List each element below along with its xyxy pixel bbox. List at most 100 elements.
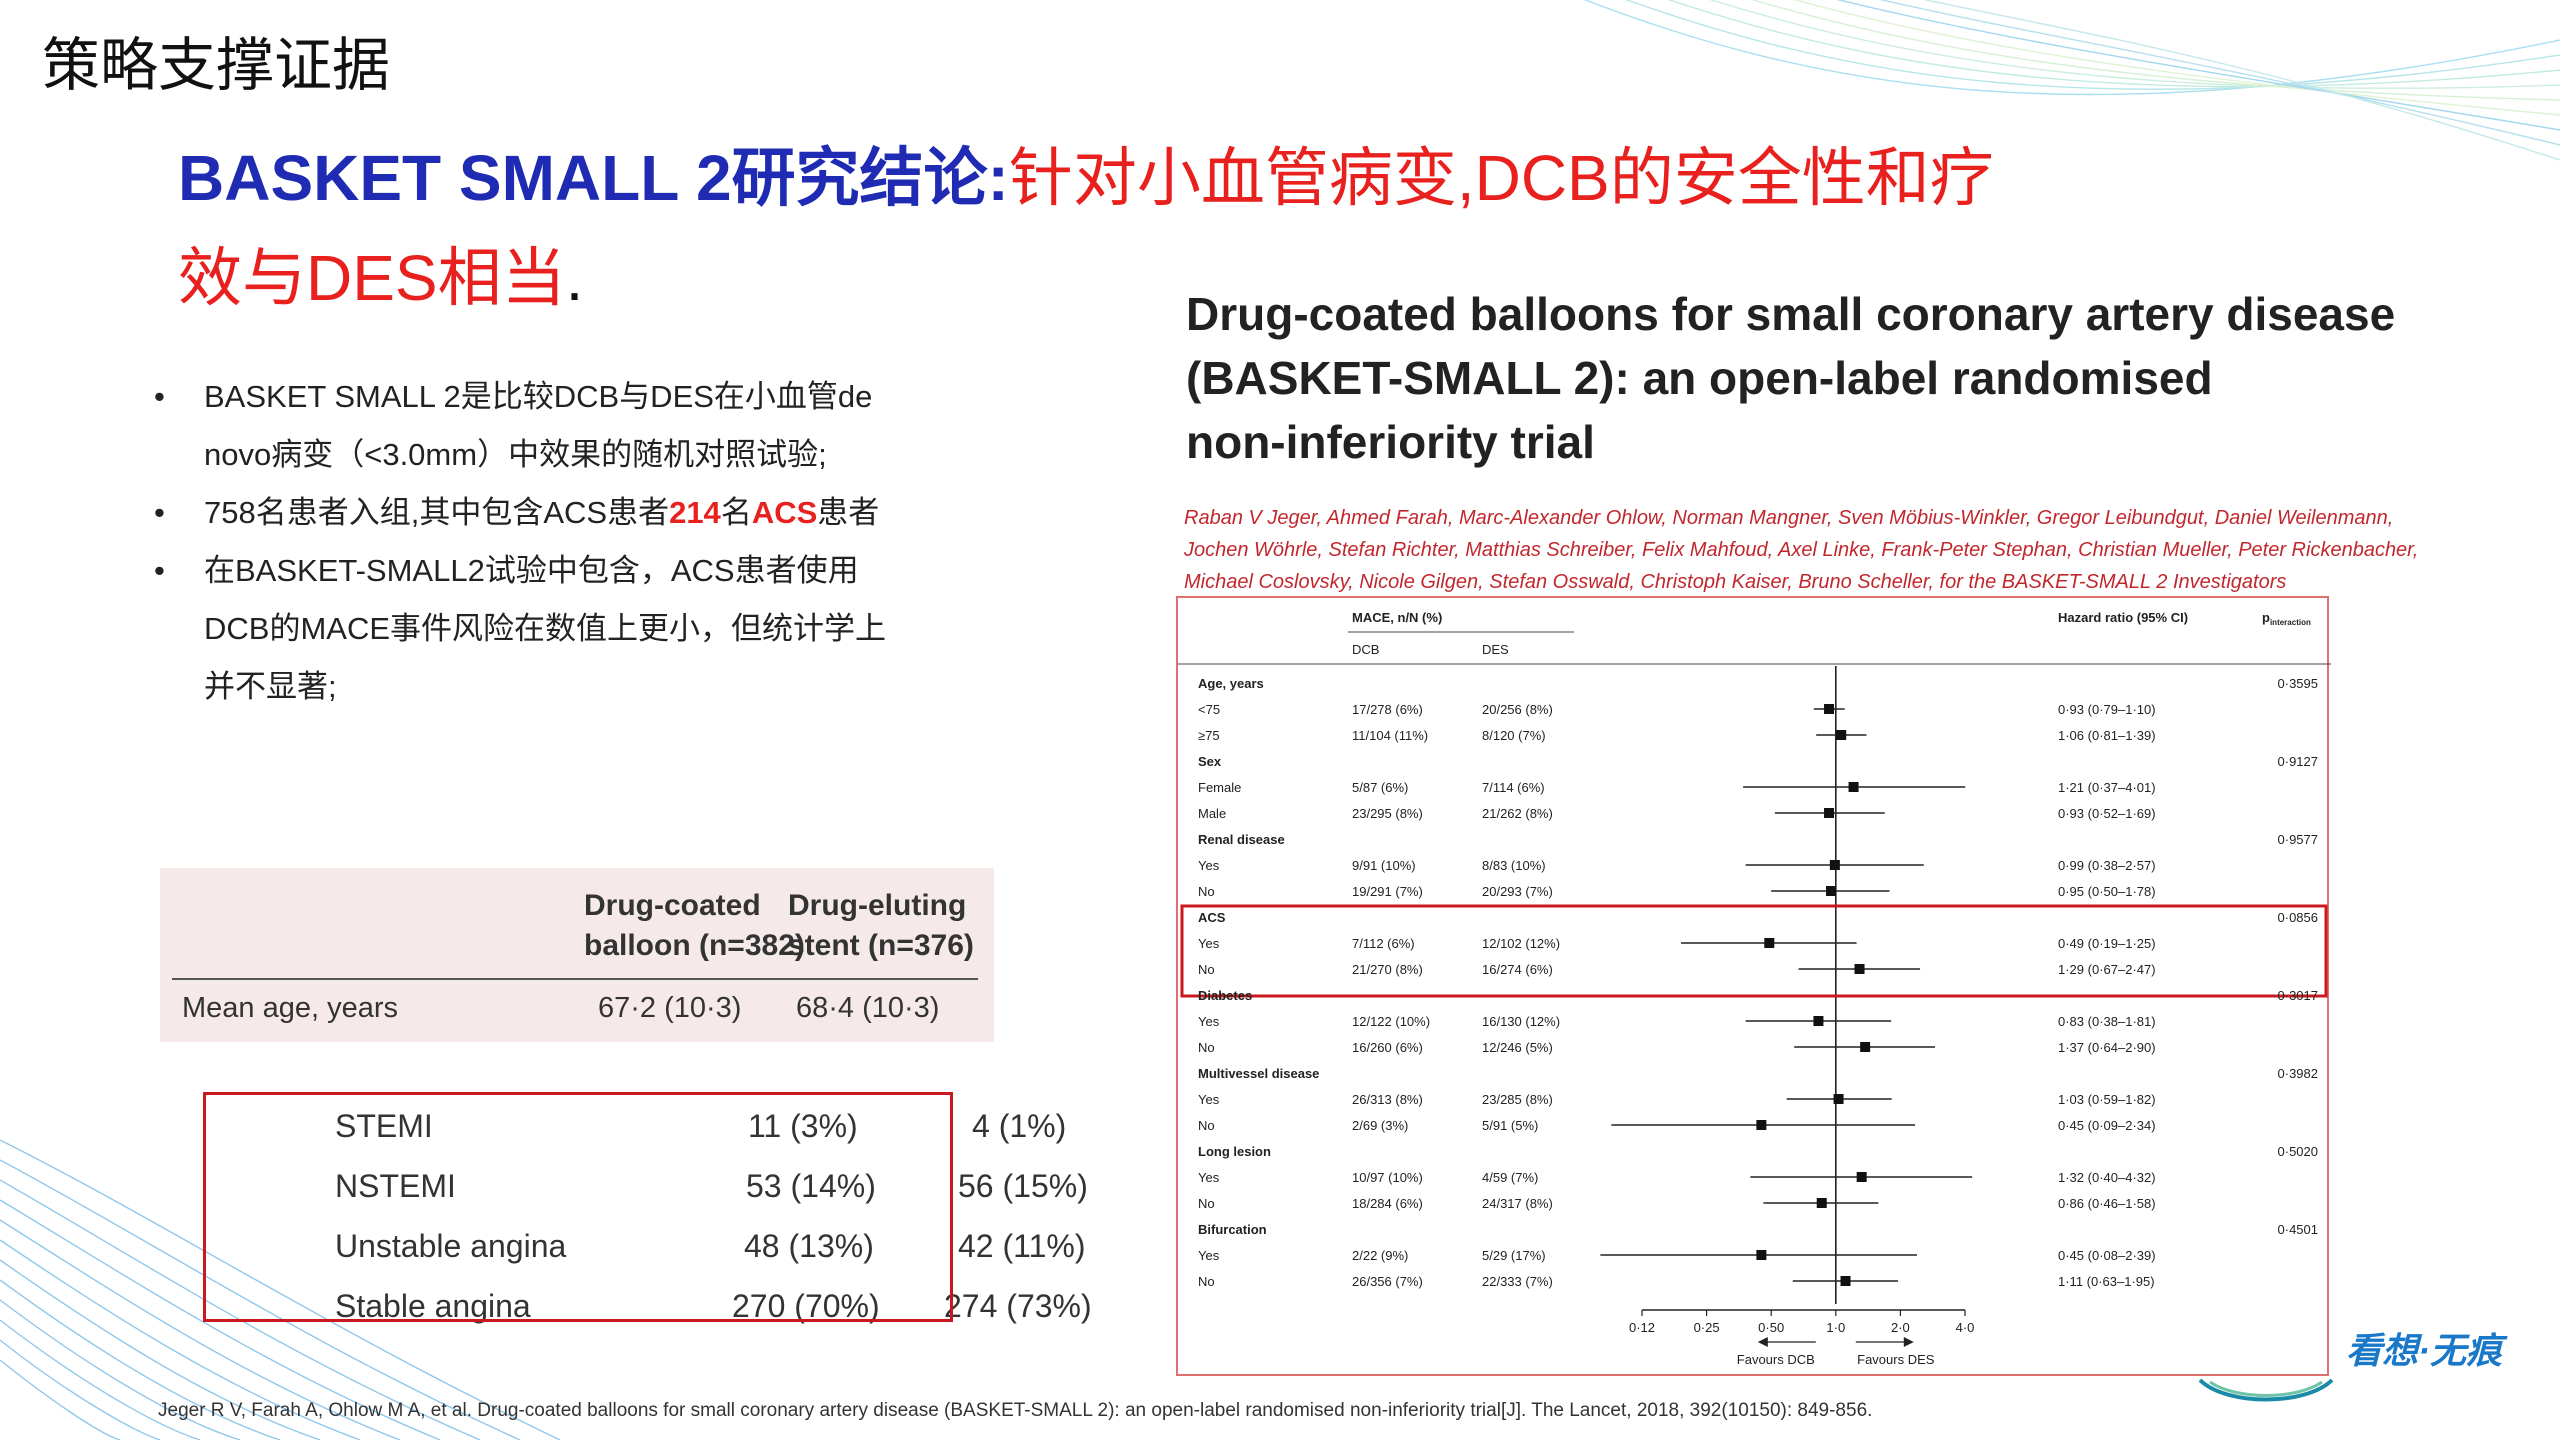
row-label: No: [1198, 962, 1215, 977]
row-label: Yes: [1198, 1170, 1220, 1185]
row-label: No: [1198, 1040, 1215, 1055]
row-label: ≥75: [1198, 728, 1220, 743]
group-label: Long lesion: [1198, 1144, 1271, 1159]
group-label: Multivessel disease: [1198, 1066, 1319, 1081]
hr-point: [1816, 1198, 1827, 1208]
hr-point: [1756, 1250, 1767, 1260]
acs-row-des: 56 (15%): [958, 1168, 1088, 1204]
des-value: 5/91 (5%): [1482, 1118, 1538, 1133]
table-rule: [172, 978, 978, 980]
hr-point: [1856, 1172, 1867, 1182]
des-value: 22/333 (7%): [1482, 1274, 1553, 1289]
acs-row-label: Unstable angina: [335, 1228, 567, 1264]
dcb-value: 7/112 (6%): [1352, 936, 1415, 951]
headline-period: .: [565, 242, 584, 314]
hr-text: 1·06 (0·81–1·39): [2058, 728, 2156, 743]
dcb-value: 26/313 (8%): [1352, 1092, 1423, 1107]
group-label: Renal disease: [1198, 832, 1285, 847]
headline: BASKET SMALL 2研究结论:针对小血管病变,DCB的安全性和疗 效与DE…: [178, 128, 2008, 328]
acs-row-dcb: 48 (13%): [744, 1228, 874, 1264]
acs-row-label: STEMI: [335, 1108, 433, 1144]
dcb-value: 2/69 (3%): [1352, 1118, 1408, 1133]
acs-row-des: 42 (11%): [958, 1228, 1086, 1264]
header-dcb: DCB: [1352, 642, 1379, 657]
hr-point: [1829, 860, 1840, 870]
decorative-wave-bottom: [0, 1139, 560, 1440]
hr-point: [1854, 964, 1865, 974]
bullet-highlight-number: 214: [669, 495, 721, 530]
acs-row-des: 4 (1%): [972, 1108, 1067, 1144]
headline-conclusion-part2: 效与DES相当: [178, 242, 566, 314]
x-tick-label: 4·0: [1956, 1320, 1975, 1335]
dcb-value: 26/356 (7%): [1352, 1274, 1423, 1289]
p-value: 0·3982: [2278, 1066, 2318, 1081]
row-label: No: [1198, 1274, 1215, 1289]
favours-right-arrowhead: [1903, 1337, 1914, 1347]
x-tick-label: 2·0: [1891, 1320, 1910, 1335]
group-label: Sex: [1198, 754, 1222, 769]
row-label: Yes: [1198, 1014, 1220, 1029]
bullet-item: 758名患者入组,其中包含ACS患者214名ACS患者: [150, 484, 890, 542]
hr-point: [1833, 1094, 1844, 1104]
hr-text: 0·45 (0·09–2·34): [2058, 1118, 2156, 1133]
header-des: DES: [1482, 642, 1509, 657]
paper-title-line: (BASKET-SMALL 2): an open-label randomis…: [1186, 352, 2213, 404]
des-value: 12/246 (5%): [1482, 1040, 1553, 1055]
row-label: No: [1198, 1196, 1215, 1211]
p-value: 0·5020: [2278, 1144, 2318, 1159]
row-label: No: [1198, 1118, 1215, 1133]
dcb-value: 5/87 (6%): [1352, 780, 1408, 795]
des-value: 23/285 (8%): [1482, 1092, 1553, 1107]
header-line: Drug-coated: [584, 889, 761, 922]
acs-subgroup-highlight: [1180, 904, 2328, 998]
hr-point: [1824, 704, 1835, 714]
hr-text: 1·11 (0·63–1·95): [2058, 1274, 2155, 1289]
header-line: balloon (n=382): [584, 929, 805, 962]
des-value: 7/114 (6%): [1482, 780, 1545, 795]
bullet-text: 758名患者入组,其中包含ACS患者: [204, 495, 670, 530]
forest-plot: MACE, n/N (%) DCB DES Hazard ratio (95% CI)…: [1176, 596, 2331, 1376]
headline-study-name: BASKET SMALL 2研究结论:: [178, 142, 1009, 214]
bullet-item: BASKET SMALL 2是比较DCB与DES在小血管de novo病变（<3…: [150, 368, 890, 484]
bullet-list: BASKET SMALL 2是比较DCB与DES在小血管de novo病变（<3…: [150, 368, 890, 716]
hr-point: [1826, 886, 1837, 896]
acs-row-des: 274 (73%): [944, 1288, 1092, 1324]
paper-title-line: non-inferiority trial: [1186, 416, 1595, 468]
p-value: 0·4501: [2278, 1222, 2318, 1237]
dcb-value: 17/278 (6%): [1352, 702, 1423, 717]
row-label: Male: [1198, 806, 1226, 821]
des-value: 16/130 (12%): [1482, 1014, 1560, 1029]
bullet-highlight-acs: ACS: [751, 495, 818, 530]
des-value: 21/262 (8%): [1482, 806, 1553, 821]
dcb-value: 16/260 (6%): [1352, 1040, 1423, 1055]
favours-dcb-label: Favours DCB: [1737, 1352, 1815, 1367]
dcb-value: 18/284 (6%): [1352, 1196, 1423, 1211]
group-label: Age, years: [1198, 676, 1264, 691]
hr-text: 0·83 (0·38–1·81): [2058, 1014, 2156, 1029]
bullet-text: 在BASKET-SMALL2试验中包含，ACS患者使用DCB的MACE事件风险在…: [204, 553, 887, 704]
hr-text: 0·99 (0·38–2·57): [2058, 858, 2156, 873]
dcb-value: 23/295 (8%): [1352, 806, 1423, 821]
baseline-table: Drug-coated balloon (n=382) Drug-eluting s…: [160, 868, 994, 1042]
p-value: 0·3017: [2278, 988, 2318, 1003]
acs-row-label: Stable angina: [335, 1288, 531, 1324]
dcb-value: 10/97 (10%): [1352, 1170, 1423, 1185]
bullet-text: 名: [720, 495, 752, 530]
header-p-subscript: interaction: [2270, 618, 2311, 627]
author-line: Jochen Wöhrle, Stefan Richter, Matthias …: [1184, 539, 2419, 561]
column-header-dcb: Drug-coated balloon (n=382): [584, 886, 805, 966]
hr-text: 1·29 (0·67–2·47): [2058, 962, 2156, 977]
section-title: 策略支撑证据: [42, 33, 391, 98]
hr-text: 0·86 (0·46–1·58): [2058, 1196, 2156, 1211]
hr-text: 0·45 (0·08–2·39): [2058, 1248, 2156, 1263]
forest-plot-svg: MACE, n/N (%) DCB DES Hazard ratio (95% CI)…: [1178, 610, 2331, 1367]
hr-point: [1840, 1276, 1851, 1286]
paper-authors: Raban V Jeger, Ahmed Farah, Marc-Alexand…: [1184, 502, 2424, 598]
bullet-text: 患者: [817, 495, 880, 530]
acs-row-label: NSTEMI: [335, 1168, 456, 1204]
des-value: 8/120 (7%): [1482, 728, 1546, 743]
header-line: stent (n=376): [788, 929, 974, 962]
decorative-wave-top: [1583, 0, 2560, 161]
author-line: Raban V Jeger, Ahmed Farah, Marc-Alexand…: [1184, 507, 2394, 529]
hr-point: [1824, 808, 1835, 818]
